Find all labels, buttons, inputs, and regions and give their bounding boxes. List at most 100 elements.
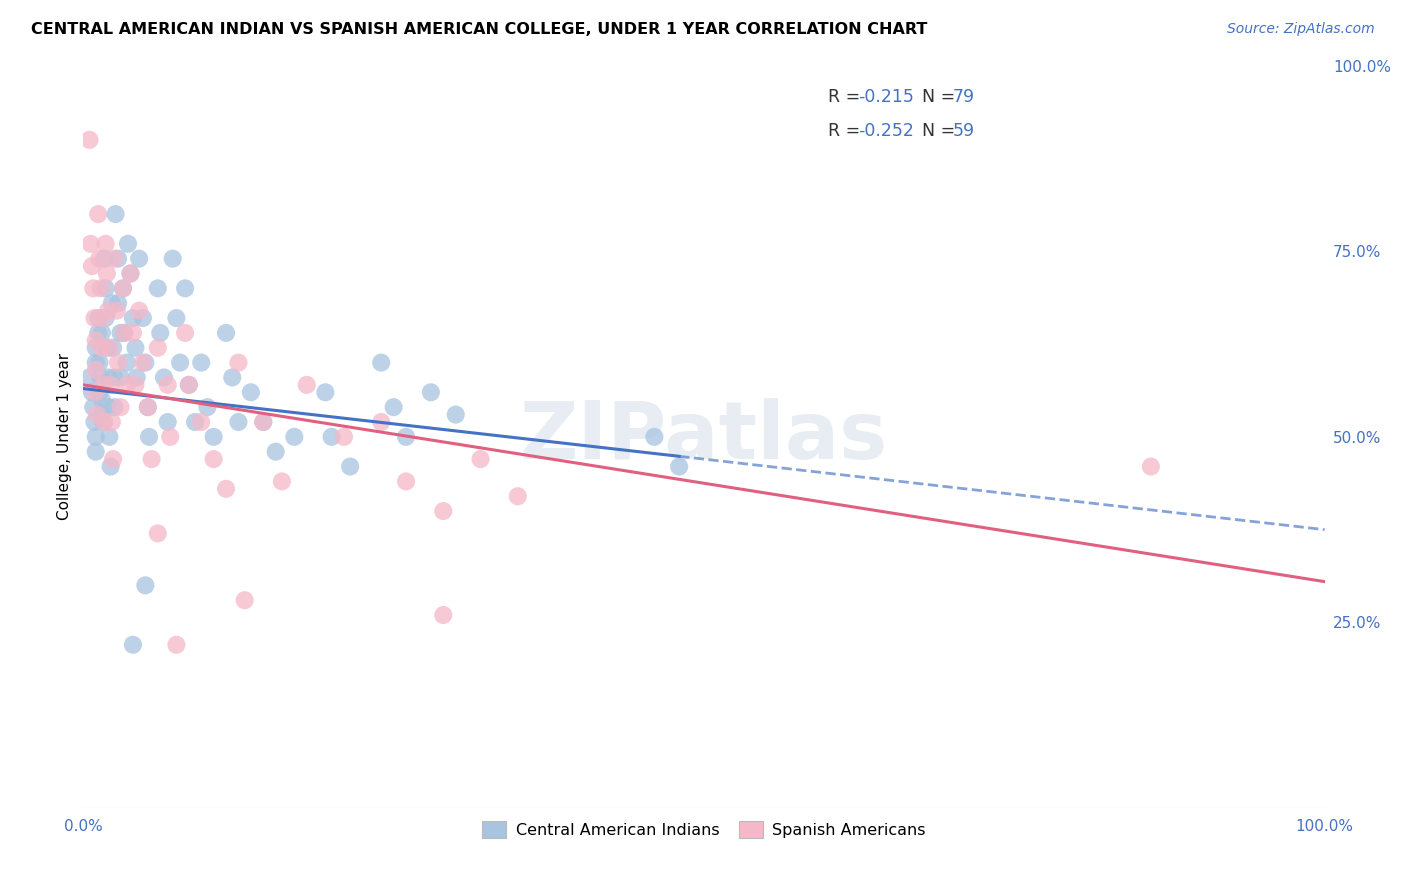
Point bbox=[252, 415, 274, 429]
Point bbox=[470, 452, 492, 467]
Point bbox=[132, 311, 155, 326]
Point bbox=[233, 593, 256, 607]
Point bbox=[84, 430, 107, 444]
Point bbox=[94, 236, 117, 251]
Point bbox=[90, 311, 112, 326]
Point bbox=[93, 415, 115, 429]
Point bbox=[444, 408, 467, 422]
Point bbox=[112, 326, 135, 340]
Point bbox=[89, 356, 111, 370]
Point bbox=[80, 259, 103, 273]
Point bbox=[174, 326, 197, 340]
Point bbox=[184, 415, 207, 429]
Point bbox=[87, 326, 110, 340]
Point bbox=[115, 377, 138, 392]
Point bbox=[97, 400, 120, 414]
Point bbox=[100, 377, 122, 392]
Point bbox=[321, 430, 343, 444]
Text: Source: ZipAtlas.com: Source: ZipAtlas.com bbox=[1227, 22, 1375, 37]
Point bbox=[202, 452, 225, 467]
Point bbox=[110, 370, 132, 384]
Point bbox=[103, 252, 125, 266]
Point bbox=[146, 341, 169, 355]
Point bbox=[79, 370, 101, 384]
Text: 79: 79 bbox=[952, 87, 974, 106]
Point bbox=[83, 311, 105, 326]
Point bbox=[432, 608, 454, 623]
Point bbox=[101, 296, 124, 310]
Point bbox=[156, 377, 179, 392]
Point bbox=[202, 430, 225, 444]
Point bbox=[165, 311, 187, 326]
Point bbox=[239, 385, 262, 400]
Point bbox=[177, 377, 200, 392]
Point bbox=[105, 303, 128, 318]
Point bbox=[110, 326, 132, 340]
Point bbox=[271, 475, 294, 489]
Point bbox=[84, 363, 107, 377]
Point bbox=[370, 356, 392, 370]
Point bbox=[128, 252, 150, 266]
Point bbox=[120, 267, 142, 281]
Point bbox=[103, 370, 125, 384]
Point bbox=[162, 252, 184, 266]
Point bbox=[149, 326, 172, 340]
Point bbox=[432, 504, 454, 518]
Point bbox=[141, 452, 163, 467]
Point bbox=[101, 341, 124, 355]
Text: CENTRAL AMERICAN INDIAN VS SPANISH AMERICAN COLLEGE, UNDER 1 YEAR CORRELATION CH: CENTRAL AMERICAN INDIAN VS SPANISH AMERI… bbox=[31, 22, 928, 37]
Point bbox=[84, 356, 107, 370]
Point bbox=[215, 482, 238, 496]
Point bbox=[115, 356, 138, 370]
Text: 59: 59 bbox=[952, 122, 974, 140]
Point bbox=[91, 415, 114, 429]
Point bbox=[295, 377, 318, 392]
Point bbox=[96, 341, 118, 355]
Point bbox=[89, 385, 111, 400]
Point bbox=[136, 400, 159, 414]
Point bbox=[134, 356, 156, 370]
Point bbox=[174, 281, 197, 295]
Point bbox=[506, 489, 529, 503]
Point bbox=[146, 281, 169, 295]
Text: -0.215: -0.215 bbox=[858, 87, 914, 106]
Point bbox=[111, 281, 134, 295]
Point bbox=[86, 408, 108, 422]
Text: R =: R = bbox=[828, 122, 866, 140]
Point bbox=[156, 415, 179, 429]
Point bbox=[79, 133, 101, 147]
Point bbox=[107, 252, 129, 266]
Point bbox=[169, 356, 191, 370]
Point bbox=[125, 370, 148, 384]
Point bbox=[134, 578, 156, 592]
Point bbox=[80, 385, 103, 400]
Point bbox=[228, 415, 250, 429]
Point bbox=[122, 638, 145, 652]
Point bbox=[215, 326, 238, 340]
Point bbox=[82, 281, 104, 295]
Point bbox=[90, 408, 112, 422]
Point bbox=[101, 452, 124, 467]
Point bbox=[84, 341, 107, 355]
Point bbox=[91, 377, 114, 392]
Point bbox=[97, 370, 120, 384]
Point bbox=[112, 326, 135, 340]
Point bbox=[382, 400, 405, 414]
Point bbox=[136, 400, 159, 414]
Point bbox=[98, 430, 121, 444]
Point bbox=[643, 430, 665, 444]
Point bbox=[93, 252, 115, 266]
Point bbox=[138, 430, 160, 444]
Point bbox=[90, 341, 112, 355]
Point bbox=[122, 311, 145, 326]
Point bbox=[87, 207, 110, 221]
Point bbox=[107, 296, 129, 310]
Text: R =: R = bbox=[828, 87, 866, 106]
Point bbox=[90, 392, 112, 407]
Point bbox=[314, 385, 336, 400]
Point bbox=[1140, 459, 1163, 474]
Point bbox=[252, 415, 274, 429]
Point bbox=[190, 415, 212, 429]
Point bbox=[159, 430, 181, 444]
Point bbox=[395, 475, 418, 489]
